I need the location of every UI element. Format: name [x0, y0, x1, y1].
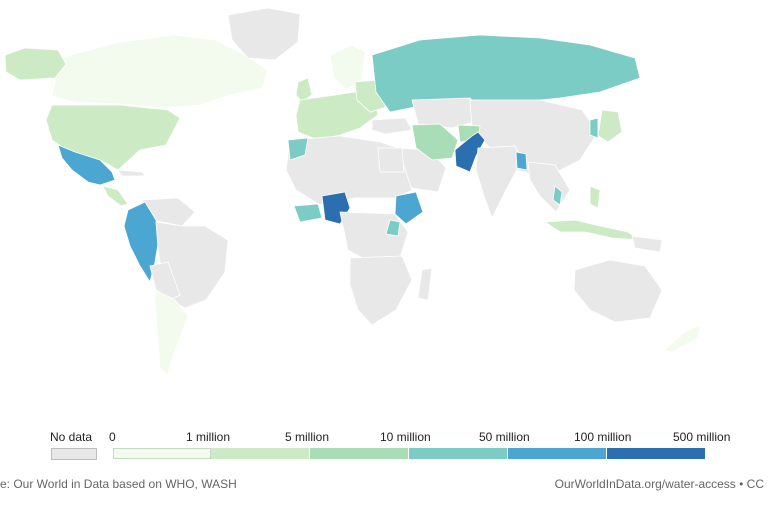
country-uk-ireland[interactable] — [295, 77, 313, 103]
country-alaska[interactable] — [4, 47, 67, 81]
country-bolivia-paraguay[interactable] — [149, 261, 181, 301]
country-southern-africa[interactable] — [349, 255, 413, 326]
legend-no-data-label: No data — [50, 430, 93, 444]
country-papua[interactable] — [631, 235, 663, 253]
legend-tick-2: 5 million — [285, 430, 330, 444]
country-ethiopia[interactable] — [394, 191, 424, 225]
country-iran[interactable] — [411, 123, 459, 161]
country-canada[interactable] — [51, 34, 269, 109]
country-central-africa[interactable] — [339, 211, 409, 263]
legend-tick-3: 10 million — [380, 430, 431, 444]
country-japan[interactable] — [597, 109, 623, 143]
country-new-zealand[interactable] — [663, 324, 701, 353]
country-australia[interactable] — [573, 259, 663, 323]
country-turkey[interactable] — [371, 117, 413, 135]
country-mexico[interactable] — [57, 144, 116, 186]
legend-bin-2 — [310, 448, 409, 459]
country-philippines[interactable] — [589, 185, 601, 209]
country-argentina-chile[interactable] — [154, 289, 189, 376]
country-southeast-asia[interactable] — [527, 161, 571, 213]
legend-bin-4 — [508, 448, 607, 459]
legend-no-data-swatch — [51, 448, 97, 460]
country-western-europe[interactable] — [295, 91, 379, 141]
country-kazakhstan[interactable] — [411, 97, 489, 129]
legend-bin-3 — [409, 448, 508, 459]
country-scandinavia[interactable] — [329, 44, 366, 91]
legend-bin-0 — [113, 448, 211, 459]
country-west-africa[interactable] — [293, 203, 323, 223]
legend-tick-0: 0 — [109, 430, 116, 444]
country-central-america[interactable] — [102, 185, 129, 207]
source-url-link[interactable]: OurWorldInData.org/water-access • CC — [554, 477, 764, 491]
country-kenya[interactable] — [385, 219, 401, 237]
country-india[interactable] — [475, 145, 523, 220]
legend-tick-6: 500 million — [673, 430, 731, 444]
legend-bin-5 — [607, 448, 706, 459]
legend-tick-4: 50 million — [479, 430, 530, 444]
country-vietnam[interactable] — [552, 185, 563, 206]
legend-tick-5: 100 million — [574, 430, 632, 444]
country-russia[interactable] — [371, 34, 641, 113]
world-map — [4, 7, 701, 376]
country-egypt[interactable] — [377, 147, 405, 173]
legend-bin-1 — [211, 448, 310, 459]
country-bangladesh[interactable] — [515, 151, 528, 171]
country-indonesia[interactable] — [543, 219, 642, 241]
legend-tick-1: 1 million — [186, 430, 231, 444]
country-madagascar[interactable] — [417, 267, 433, 301]
country-korea[interactable] — [589, 117, 599, 139]
country-morocco[interactable] — [287, 137, 309, 161]
country-greenland[interactable] — [227, 7, 301, 61]
source-note: e: Our World in Data based on WHO, WASH — [0, 477, 237, 491]
country-cuba[interactable] — [117, 169, 146, 177]
